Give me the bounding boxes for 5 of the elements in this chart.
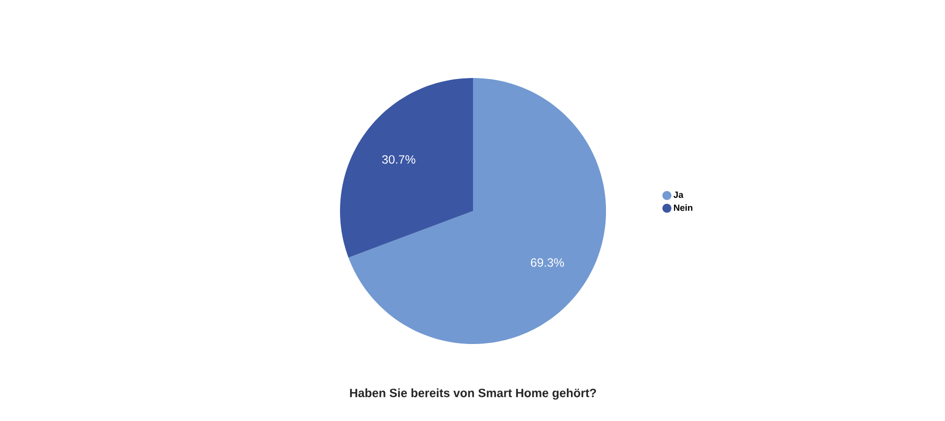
legend-label: Nein — [674, 204, 692, 211]
data-label: 69.3% — [530, 258, 564, 267]
text: Haben Sie bereits von Smart Home gehört? — [350, 388, 596, 400]
data-label: 30.7% — [382, 155, 416, 164]
legend-label: Ja — [674, 192, 684, 198]
